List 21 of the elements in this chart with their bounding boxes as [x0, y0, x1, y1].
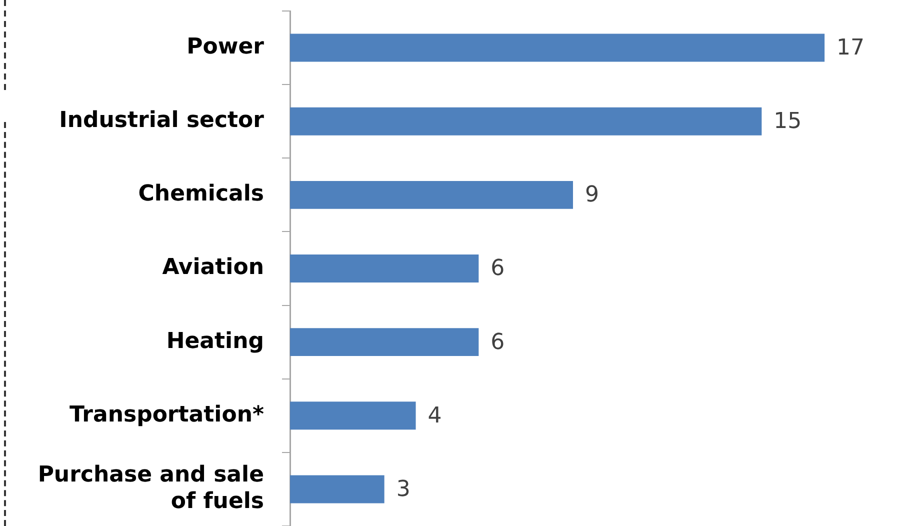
y-tick-label: Power — [186, 34, 264, 60]
data-label: 3 — [396, 476, 410, 502]
y-tick-label: Industrial sector — [59, 108, 264, 134]
y-tick-label: Chemicals — [138, 182, 264, 207]
bar — [290, 254, 479, 282]
y-tick-label: Heating — [166, 328, 264, 354]
y-tick-label: Aviation — [162, 255, 264, 280]
bar — [290, 180, 573, 209]
bar — [290, 402, 416, 430]
data-label: 9 — [585, 182, 599, 208]
bar — [290, 328, 479, 356]
y-tick-label: Transportation* — [70, 402, 264, 428]
data-label: 17 — [836, 36, 865, 61]
y-tick-label: Purchase and sale of fuels — [38, 462, 264, 514]
bar — [290, 107, 762, 136]
bar — [290, 34, 825, 62]
bar — [290, 475, 384, 504]
data-label: 6 — [490, 256, 505, 282]
data-label: 6 — [490, 330, 505, 355]
data-label: 4 — [428, 403, 442, 428]
data-label: 15 — [774, 109, 802, 134]
